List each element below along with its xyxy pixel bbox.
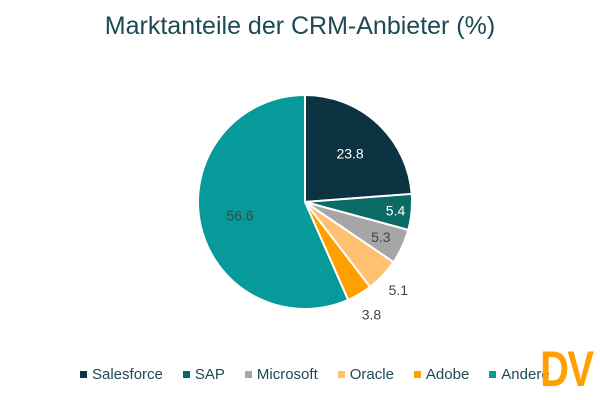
legend: Salesforce SAP Microsoft Oracle Adobe Andere xyxy=(80,366,550,383)
legend-item: Microsoft xyxy=(244,366,318,383)
legend-label: Microsoft xyxy=(256,366,318,383)
legend-item: SAP xyxy=(182,366,225,383)
legend-item: Andere xyxy=(489,366,550,383)
pie-slice-salesforce xyxy=(304,93,413,204)
data-label: 3.8 xyxy=(362,306,382,322)
legend-label: Oracle xyxy=(349,366,394,383)
data-label: 5.1 xyxy=(389,282,409,298)
legend-label: SAP xyxy=(194,366,225,383)
legend-swatch xyxy=(80,371,87,378)
pie-slice-andere xyxy=(197,93,350,310)
data-label: 56.6 xyxy=(226,208,253,224)
legend-swatch xyxy=(182,371,190,378)
legend-item: Adobe xyxy=(413,366,470,383)
data-label: 5.3 xyxy=(371,229,391,245)
legend-swatch xyxy=(337,371,345,378)
watermark-logo: DV xyxy=(539,341,594,397)
legend-item: Salesforce xyxy=(80,366,163,383)
legend-label: Adobe xyxy=(425,366,470,383)
chart-title: Marktanteile der CRM-Anbieter (%) xyxy=(104,12,496,40)
legend-item: Oracle xyxy=(337,366,394,383)
data-label: 23.8 xyxy=(336,145,363,161)
legend-label: Salesforce xyxy=(92,366,163,383)
legend-swatch xyxy=(244,371,252,378)
data-label: 5.4 xyxy=(386,203,406,219)
legend-swatch xyxy=(413,371,421,378)
legend-swatch xyxy=(489,371,497,378)
legend-label: Andere xyxy=(501,366,550,383)
